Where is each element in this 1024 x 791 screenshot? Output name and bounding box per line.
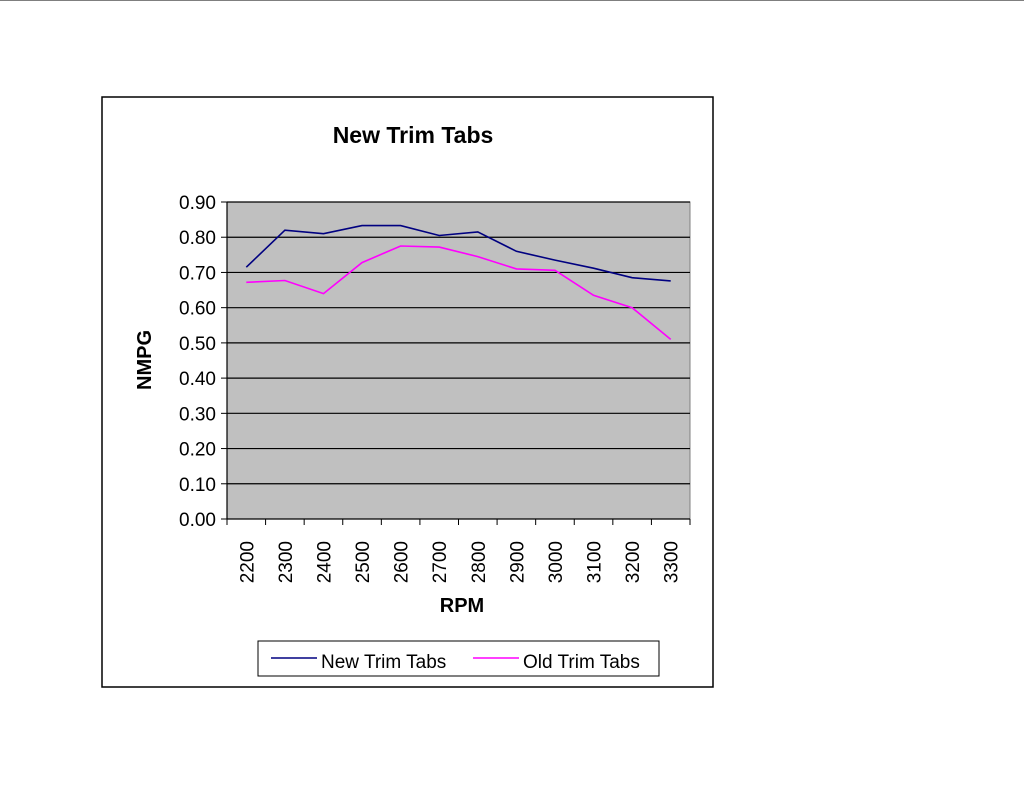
y-axis-ticks: 0.00 0.10 0.20 0.30 0.40 0.50 0.60 0.70 0.80 0.90 (179, 193, 228, 531)
gridlines (227, 201, 690, 485)
y-tick-label: 0.10 (179, 475, 216, 496)
y-tick-label: 0.90 (179, 193, 216, 214)
legend-box (257, 640, 660, 677)
series-line-old-trim-tabs (246, 245, 672, 341)
x-tick-label: 2600 (392, 541, 413, 583)
x-tick-label: 2500 (353, 541, 374, 583)
legend-label-old-trim-tabs: Old Trim Tabs (523, 652, 640, 673)
x-axis-ticks: 2200 2300 2400 2500 2600 2700 2800 2900 3000 3100… (226, 518, 691, 583)
y-tick-label: 0.40 (179, 369, 216, 390)
y-tick-label: 0.70 (179, 263, 216, 284)
y-tick-label: 0.30 (179, 404, 216, 425)
series-lines (245, 224, 672, 341)
x-tick-label: 3200 (623, 541, 644, 583)
top-divider (0, 0, 1024, 1)
x-tick-label: 2900 (507, 541, 528, 583)
x-tick-label: 3300 (662, 541, 683, 583)
plot-area (226, 201, 691, 520)
x-tick-label: 2400 (314, 541, 335, 583)
y-tick-label: 0.80 (179, 228, 216, 249)
y-tick-label: 0.20 (179, 440, 216, 461)
y-tick-label: 0.50 (179, 334, 216, 355)
chart-title: New Trim Tabs (333, 122, 494, 148)
x-tick-label: 2700 (430, 541, 451, 583)
y-tick-label: 0.00 (179, 510, 216, 531)
x-tick-label: 3100 (585, 541, 606, 583)
y-axis-title: NMPG (134, 330, 156, 390)
x-tick-label: 2300 (276, 541, 297, 583)
legend: New Trim Tabs Old Trim Tabs (257, 640, 660, 677)
legend-label-new-trim-tabs: New Trim Tabs (321, 652, 446, 673)
x-tick-label: 2200 (237, 541, 258, 583)
x-tick-label: 2800 (469, 541, 490, 583)
series-line-new-trim-tabs (245, 224, 671, 282)
x-axis-title: RPM (440, 595, 484, 617)
x-tick-label: 3000 (546, 541, 567, 583)
y-tick-label: 0.60 (179, 299, 216, 320)
